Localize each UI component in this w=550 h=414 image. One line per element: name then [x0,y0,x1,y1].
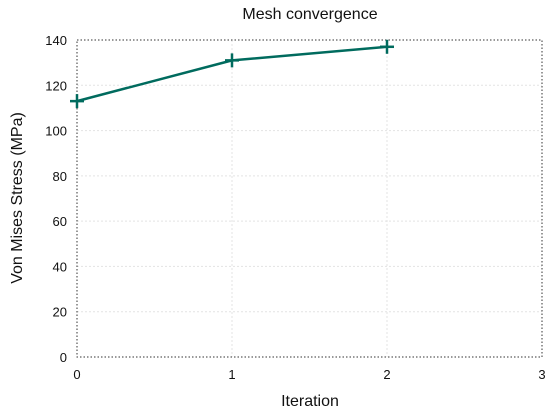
x-tick-label: 0 [73,367,80,382]
x-axis-label: Iteration [281,393,339,410]
y-tick-label: 40 [53,259,67,274]
y-tick-label: 0 [60,350,67,365]
y-tick-labels: 0 20 40 60 80 100 120 140 [45,33,67,365]
data-point-marker [380,39,394,54]
data-point-marker [70,94,84,109]
series [70,39,394,109]
y-tick-label: 80 [53,169,67,184]
x-tick-label: 3 [538,367,545,382]
x-tick-label: 1 [228,367,235,382]
y-tick-label: 120 [45,78,67,93]
y-axis-label: Von Mises Stress (MPa) [9,112,26,284]
chart-title: Mesh convergence [242,6,377,23]
y-tick-label: 100 [45,124,67,139]
y-tick-label: 60 [53,214,67,229]
x-tick-labels: 0 1 2 3 [73,367,545,382]
y-tick-label: 20 [53,305,67,320]
plot-frame [76,39,543,358]
grid [77,40,542,357]
x-tick-label: 2 [383,367,390,382]
data-point-marker [225,53,239,68]
y-tick-label: 140 [45,33,67,48]
